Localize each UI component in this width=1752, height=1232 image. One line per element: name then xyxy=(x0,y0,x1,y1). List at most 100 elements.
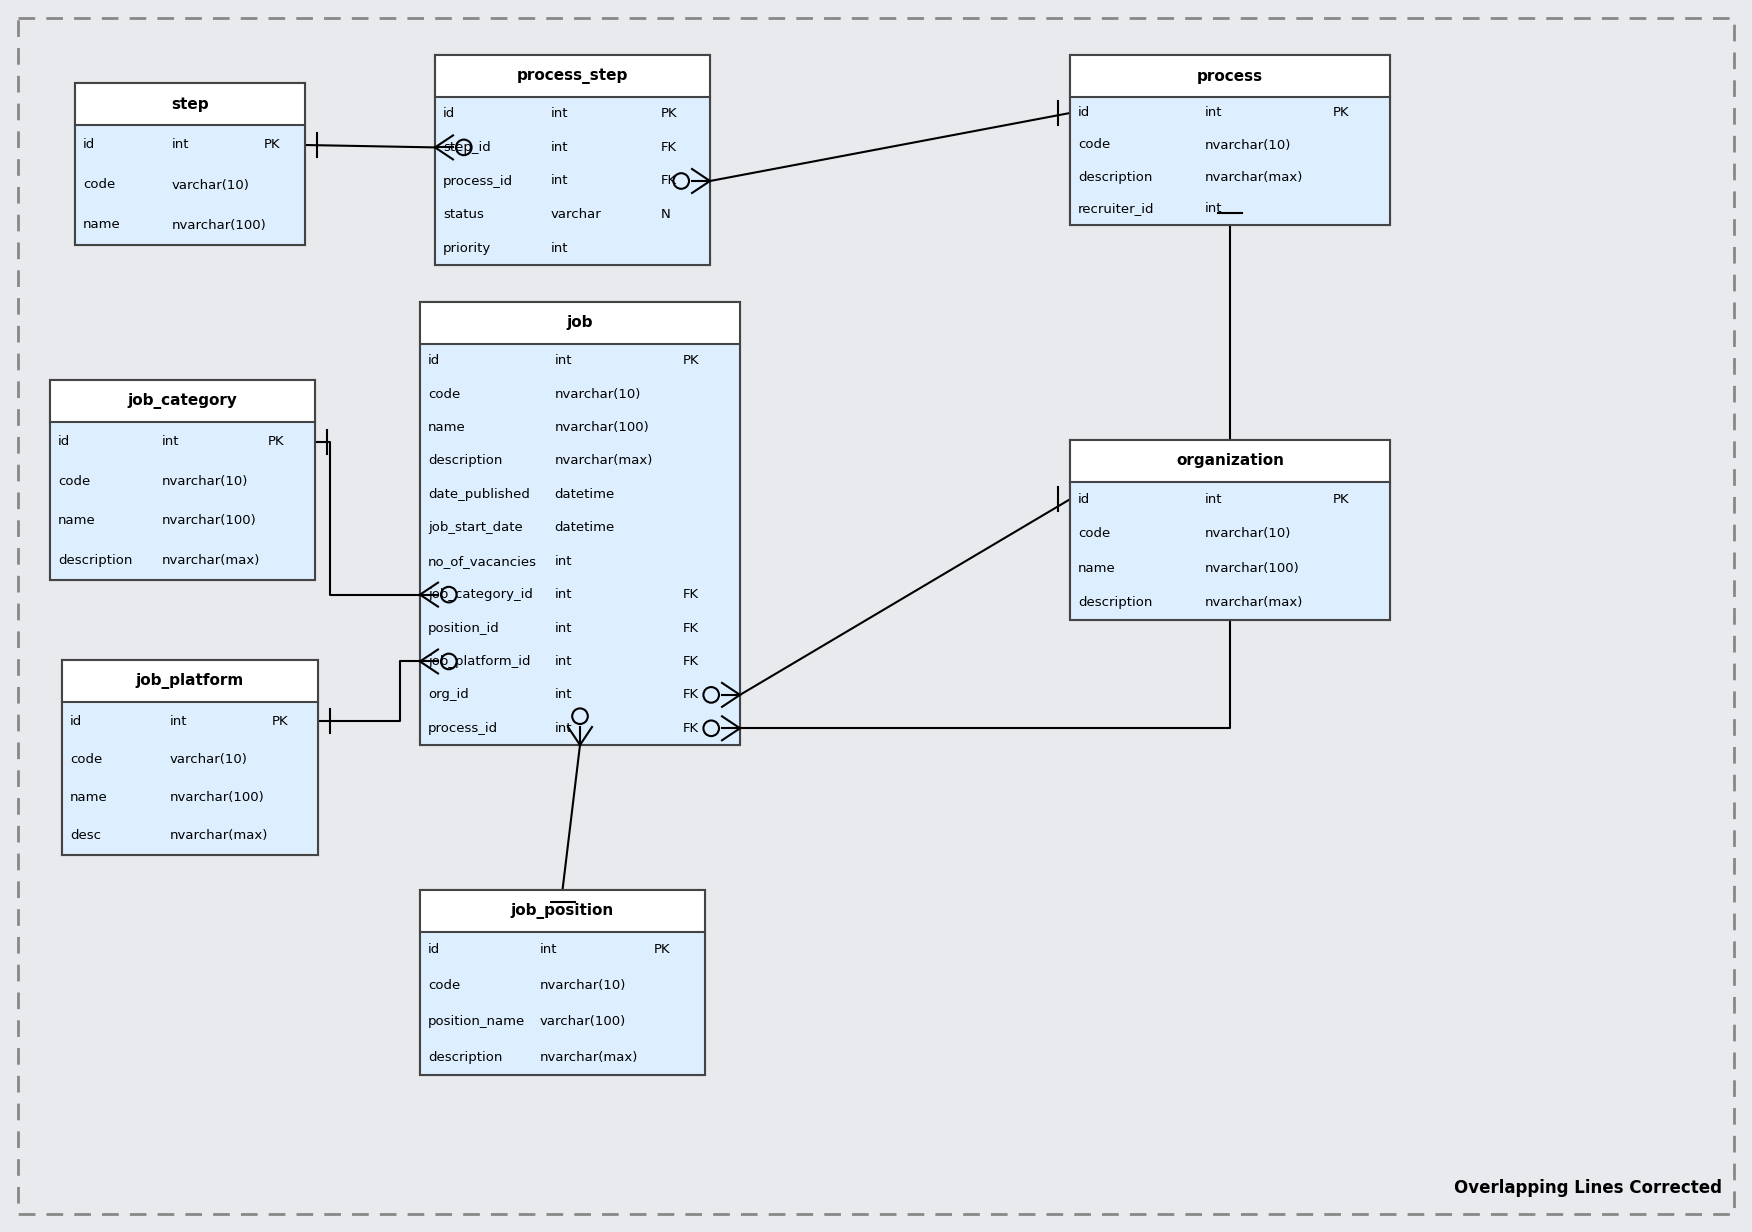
Text: code: code xyxy=(1077,138,1111,152)
Text: code: code xyxy=(70,753,102,766)
Text: varchar(10): varchar(10) xyxy=(170,753,247,766)
Text: datetime: datetime xyxy=(554,488,615,501)
Text: FK: FK xyxy=(661,175,676,187)
Text: varchar(100): varchar(100) xyxy=(540,1015,625,1027)
Text: nvarchar(100): nvarchar(100) xyxy=(1204,562,1300,575)
Text: nvarchar(10): nvarchar(10) xyxy=(554,388,641,400)
Text: nvarchar(10): nvarchar(10) xyxy=(1204,138,1291,152)
Text: nvarchar(100): nvarchar(100) xyxy=(172,218,266,232)
Text: int: int xyxy=(550,241,568,255)
Text: code: code xyxy=(82,179,116,191)
Text: nvarchar(10): nvarchar(10) xyxy=(1204,527,1291,541)
Text: nvarchar(max): nvarchar(max) xyxy=(1204,170,1303,184)
Text: FK: FK xyxy=(661,140,676,154)
Text: FK: FK xyxy=(682,621,699,634)
Text: int: int xyxy=(170,715,187,728)
Text: nvarchar(100): nvarchar(100) xyxy=(170,791,265,804)
Text: int: int xyxy=(540,944,557,956)
Text: int: int xyxy=(550,107,568,121)
Text: status: status xyxy=(443,208,484,221)
FancyBboxPatch shape xyxy=(420,890,704,1076)
FancyBboxPatch shape xyxy=(61,660,319,702)
Text: nvarchar(max): nvarchar(max) xyxy=(161,553,259,567)
Text: FK: FK xyxy=(682,588,699,601)
Text: nvarchar(max): nvarchar(max) xyxy=(554,455,653,467)
FancyBboxPatch shape xyxy=(420,931,704,1076)
FancyBboxPatch shape xyxy=(75,124,305,245)
Text: int: int xyxy=(554,689,571,701)
Text: job_platform: job_platform xyxy=(137,673,244,689)
Text: process_id: process_id xyxy=(427,722,498,734)
Text: org_id: org_id xyxy=(427,689,470,701)
Text: id: id xyxy=(427,944,440,956)
Text: job_position: job_position xyxy=(512,903,615,919)
Text: int: int xyxy=(1204,106,1221,120)
Text: priority: priority xyxy=(443,241,491,255)
Text: code: code xyxy=(1077,527,1111,541)
Text: description: description xyxy=(427,455,503,467)
FancyBboxPatch shape xyxy=(434,97,710,265)
Text: int: int xyxy=(550,175,568,187)
Text: code: code xyxy=(427,388,461,400)
Text: job_start_date: job_start_date xyxy=(427,521,522,535)
Text: job_category: job_category xyxy=(128,393,238,409)
FancyBboxPatch shape xyxy=(1070,55,1389,225)
Text: PK: PK xyxy=(653,944,671,956)
Text: int: int xyxy=(161,435,179,448)
FancyBboxPatch shape xyxy=(1070,440,1389,620)
Text: PK: PK xyxy=(1333,106,1349,120)
Text: name: name xyxy=(427,421,466,434)
FancyBboxPatch shape xyxy=(420,302,739,344)
Text: position_id: position_id xyxy=(427,621,499,634)
FancyBboxPatch shape xyxy=(420,890,704,931)
FancyBboxPatch shape xyxy=(420,344,739,745)
FancyBboxPatch shape xyxy=(434,55,710,97)
FancyBboxPatch shape xyxy=(1070,97,1389,225)
Text: int: int xyxy=(554,355,571,367)
Text: id: id xyxy=(58,435,70,448)
FancyBboxPatch shape xyxy=(61,660,319,855)
FancyBboxPatch shape xyxy=(61,702,319,855)
Text: id: id xyxy=(427,355,440,367)
Text: varchar: varchar xyxy=(550,208,601,221)
FancyBboxPatch shape xyxy=(1070,55,1389,97)
Text: nvarchar(max): nvarchar(max) xyxy=(1204,596,1303,610)
Text: int: int xyxy=(1204,202,1221,216)
Text: Overlapping Lines Corrected: Overlapping Lines Corrected xyxy=(1454,1179,1722,1198)
Text: step: step xyxy=(172,96,208,112)
Text: PK: PK xyxy=(682,355,699,367)
Text: PK: PK xyxy=(1333,493,1349,506)
Text: desc: desc xyxy=(70,829,102,843)
Text: id: id xyxy=(82,138,95,152)
FancyBboxPatch shape xyxy=(434,55,710,265)
Text: PK: PK xyxy=(268,435,284,448)
Text: date_published: date_published xyxy=(427,488,529,501)
FancyBboxPatch shape xyxy=(1070,440,1389,482)
Text: nvarchar(100): nvarchar(100) xyxy=(161,514,256,527)
Text: FK: FK xyxy=(682,689,699,701)
Text: description: description xyxy=(58,553,133,567)
Text: int: int xyxy=(554,655,571,668)
Text: description: description xyxy=(1077,596,1153,610)
Text: FK: FK xyxy=(682,655,699,668)
Text: name: name xyxy=(70,791,109,804)
Text: no_of_vacancies: no_of_vacancies xyxy=(427,554,538,568)
Text: job_platform_id: job_platform_id xyxy=(427,655,531,668)
Text: id: id xyxy=(1077,493,1090,506)
Text: process_step: process_step xyxy=(517,68,629,84)
Text: process: process xyxy=(1197,69,1263,84)
Text: int: int xyxy=(554,588,571,601)
Text: name: name xyxy=(82,218,121,232)
Text: PK: PK xyxy=(661,107,676,121)
Text: nvarchar(max): nvarchar(max) xyxy=(540,1051,638,1063)
Text: job_category_id: job_category_id xyxy=(427,588,533,601)
Text: description: description xyxy=(427,1051,503,1063)
FancyBboxPatch shape xyxy=(1070,482,1389,620)
Text: position_name: position_name xyxy=(427,1015,526,1027)
Text: recruiter_id: recruiter_id xyxy=(1077,202,1155,216)
Text: int: int xyxy=(172,138,189,152)
Text: varchar(10): varchar(10) xyxy=(172,179,249,191)
Text: PK: PK xyxy=(263,138,280,152)
Text: PK: PK xyxy=(272,715,289,728)
Text: id: id xyxy=(1077,106,1090,120)
